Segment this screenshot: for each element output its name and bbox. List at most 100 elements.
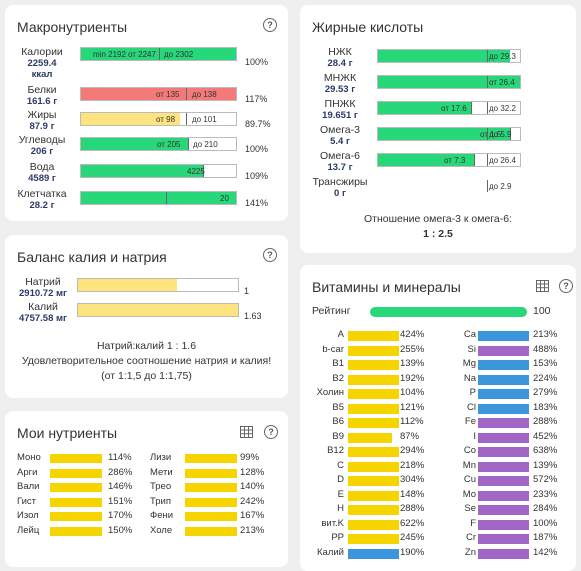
macro-bar-fill: [81, 138, 188, 150]
vitamin-bar: [478, 490, 529, 501]
macro-target-mark: [203, 165, 205, 177]
fatty-value: 13.7 г: [327, 162, 353, 173]
vitamin-bar: [478, 548, 529, 559]
vitamin-percent: 139%: [400, 358, 425, 369]
vitamin-percent: 233%: [533, 488, 558, 500]
macro-bar-fill: [81, 192, 236, 204]
fatty-value: 0 г: [334, 188, 346, 199]
macro-percent: 89.7%: [245, 119, 271, 129]
fatty-row-label: Омега-6 13.7 г: [304, 151, 376, 174]
balance-name: Калий: [28, 301, 58, 313]
help-icon[interactable]: ?: [559, 279, 573, 293]
fatty-acids-title: Жирные кислоты: [312, 19, 424, 35]
nutrient-percent: 242%: [240, 495, 265, 507]
nutrient-percent: 140%: [240, 481, 265, 492]
nutrient-name: Мети: [150, 466, 173, 478]
macro-bar-fill: [81, 165, 204, 177]
vitamin-percent: 142%: [533, 546, 558, 558]
macro-unit: ккал: [31, 69, 53, 80]
macro-target-mark: [166, 192, 168, 204]
vitamin-percent: 224%: [533, 372, 558, 384]
macro-target-mark: [186, 113, 188, 125]
fatty-to-mark: [487, 180, 488, 192]
fatty-value: 19.651 г: [322, 110, 358, 121]
vitamin-bar: [478, 389, 529, 399]
vitamin-bar: [348, 461, 399, 472]
fatty-bar-fill: [378, 50, 511, 62]
vitamin-percent: 622%: [400, 517, 425, 529]
vitamin-percent: 288%: [400, 503, 425, 514]
table-icon[interactable]: [536, 280, 549, 292]
vitamin-bar: [348, 374, 399, 385]
balance-ratio-value: 1: [244, 286, 250, 296]
vitamin-percent: 218%: [400, 459, 425, 471]
macro-from: от 98: [156, 115, 176, 124]
vitamin-percent: 255%: [400, 343, 425, 355]
vitamin-bar: [348, 432, 392, 443]
nutrient-percent: 114%: [108, 452, 132, 463]
macro-to: до 2302: [164, 50, 194, 59]
vitamin-percent: 104%: [400, 387, 425, 398]
table-icon[interactable]: [240, 426, 253, 438]
vitamin-percent: 572%: [533, 474, 558, 485]
macro-bar: 4225: [80, 164, 237, 178]
fatty-acids-card: Жирные кислоты НЖК 28.4 г до 29.3 МНЖК 29.53…: [300, 5, 576, 253]
fatty-row-label: МНЖК 29.53 г: [304, 73, 376, 96]
fatty-bar-fill: [378, 154, 475, 166]
vitamin-bar: [478, 345, 529, 356]
nutrient-name: Моно: [17, 452, 41, 463]
nutrient-percent: 151%: [108, 495, 133, 507]
fatty-row-label: ПНЖК 19.651 г: [304, 99, 376, 122]
vitamin-name: b-car: [322, 343, 344, 355]
vitamin-name: Cu: [463, 474, 476, 485]
vitamin-percent: 284%: [533, 503, 558, 514]
fatty-row-label: Омега-3 5.4 г: [304, 125, 376, 148]
vitamins-minerals-card: Витамины и минералы ? Рейтинг 100 A 424% b…: [300, 265, 576, 571]
vitamin-name: I: [473, 430, 476, 442]
nutrient-bar: [50, 454, 102, 463]
vitamin-percent: 121%: [400, 401, 425, 413]
nutrient-bar: [185, 512, 237, 521]
vitamin-name: C: [337, 459, 344, 471]
help-icon[interactable]: ?: [263, 18, 277, 32]
macro-row-label: Белки 161.6 г: [7, 85, 77, 108]
nutrient-name: Трео: [150, 481, 172, 492]
vitamin-percent: 294%: [400, 445, 425, 456]
vitamin-bar: [478, 505, 529, 515]
vitamin-bar: [348, 476, 399, 486]
nutrient-bar: [185, 454, 237, 463]
sodium-potassium-balance-card: Баланс калия и натрия ? Натрий 2910.72 мг…: [5, 235, 288, 398]
macro-bar-fill: [81, 113, 181, 125]
nutrient-percent: 146%: [108, 481, 133, 492]
macro-bar: 20: [80, 191, 237, 205]
vitamin-bar: [478, 476, 529, 486]
help-icon[interactable]: ?: [263, 248, 277, 262]
nutrient-percent: 99%: [240, 452, 260, 463]
fatty-bar-fill: [378, 128, 511, 140]
fatty-bar-fill: [378, 102, 472, 114]
nutrient-bar: [185, 468, 237, 478]
fatty-bar: от 7.3 до 26.4: [377, 153, 521, 167]
vitamin-bar: [348, 389, 399, 399]
fatty-to: до 5.9: [489, 130, 512, 139]
balance-bar-fill: [78, 279, 178, 291]
vitamin-percent: 245%: [400, 532, 425, 543]
vitamin-name: Zn: [464, 546, 476, 558]
macro-value: 206 г: [30, 146, 54, 157]
help-icon[interactable]: ?: [264, 425, 278, 439]
vitamin-percent: 488%: [533, 343, 558, 355]
vitamin-bar: [348, 331, 399, 341]
vitamin-bar: [478, 447, 529, 457]
macro-name: Жиры: [27, 109, 57, 121]
vitamin-name: Калий: [317, 546, 344, 558]
vitamin-name: Fe: [464, 416, 476, 427]
vitamin-percent: 148%: [400, 488, 425, 500]
balance-bar-fill: [78, 304, 238, 316]
vitamin-bar: [348, 534, 399, 544]
macro-from: от 2247: [128, 50, 156, 59]
macro-from: 4225: [187, 167, 205, 176]
macro-bar: от 205 до 210: [80, 137, 237, 151]
macro-target-mark: [186, 88, 188, 100]
balance-bar: [77, 278, 239, 292]
vitamin-bar: [478, 519, 529, 530]
